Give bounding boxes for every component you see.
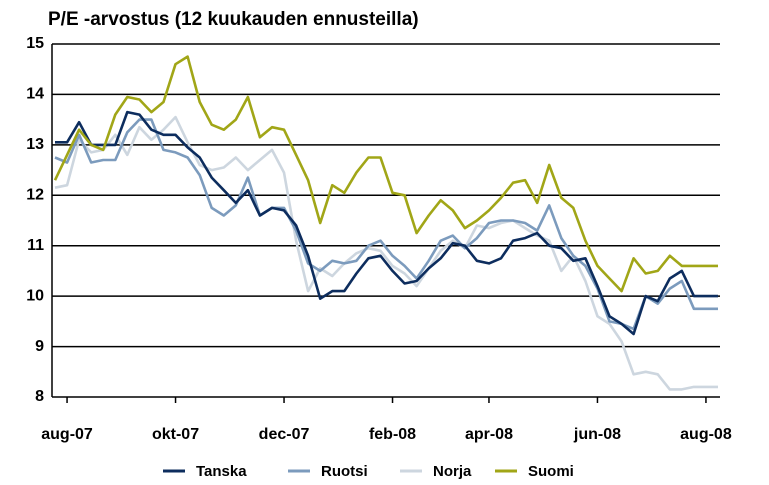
series-line <box>53 55 718 293</box>
y-tick-label: 13 <box>26 136 44 153</box>
x-tick-label: aug-07 <box>41 426 93 443</box>
series-line <box>55 110 718 336</box>
series-line <box>54 118 718 331</box>
x-tick-label: okt-07 <box>152 426 199 443</box>
series-line <box>54 115 718 391</box>
y-tick-label: 15 <box>26 35 44 52</box>
legend-label: Norja <box>433 463 472 480</box>
y-tick-label: 14 <box>26 86 44 103</box>
y-tick-label: 11 <box>27 237 44 254</box>
legend-label: Tanska <box>196 463 247 480</box>
x-tick-label: apr-08 <box>465 426 513 443</box>
legend-label: Ruotsi <box>321 463 368 480</box>
y-tick-label: 8 <box>35 388 44 405</box>
x-tick-label: dec-07 <box>259 426 310 443</box>
y-tick-label: 12 <box>26 187 44 204</box>
y-tick-label: 9 <box>35 338 44 355</box>
legend-label: Suomi <box>528 463 574 480</box>
chart-title: P/E -arvostus (12 kuukauden ennusteilla) <box>48 9 419 30</box>
x-tick-label: jun-08 <box>573 426 621 443</box>
x-tick-label: feb-08 <box>369 426 416 443</box>
y-tick-label: 10 <box>26 287 44 304</box>
x-tick-label: aug-08 <box>680 426 732 443</box>
